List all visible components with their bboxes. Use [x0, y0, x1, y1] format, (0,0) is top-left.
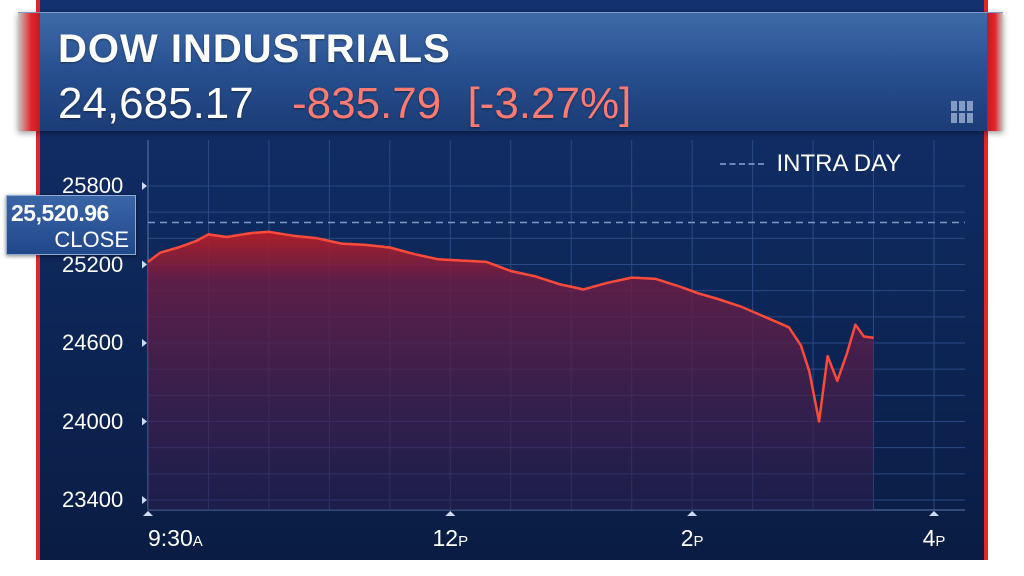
x-tick-suffix: P [935, 533, 946, 550]
y-tick-mark [142, 417, 147, 426]
x-tick-suffix: A [192, 533, 203, 550]
quote-line: 24,685.17 -835.79 [-3.27%] [58, 79, 631, 129]
x-tick-mark [929, 511, 939, 516]
x-tick-label: 12P [433, 525, 469, 552]
tick-marks [142, 182, 939, 516]
y-tick-mark [142, 260, 147, 269]
quote-header: DOW INDUSTRIALS 24,685.17 -835.79 [-3.27… [18, 12, 1003, 131]
legend-swatch [720, 163, 764, 165]
y-tick-label: 24600 [62, 330, 124, 355]
legend: INTRA DAY [720, 150, 901, 178]
x-tick-main: 12 [432, 525, 459, 551]
x-tick-label: 2P [681, 525, 704, 552]
legend-label: INTRA DAY [776, 150, 902, 177]
x-tick-suffix: P [693, 533, 704, 550]
x-tick-mark [445, 511, 456, 516]
intraday-area [148, 231, 874, 511]
y-tick-label: 25200 [62, 251, 124, 277]
intraday-line [147, 230, 874, 423]
close-value: 25,520.96 [11, 200, 109, 226]
header-accent-left [18, 13, 40, 131]
y-tick-label: 24000 [62, 408, 124, 434]
close-tag: 25,520.96 CLOSE [6, 195, 136, 255]
index-price: 24,685.17 [58, 79, 254, 128]
y-tick-label: 23400 [62, 487, 124, 512]
index-change: -835.79 [291, 79, 442, 128]
x-tick-suffix: P [458, 533, 469, 550]
header-accent-right [987, 13, 1003, 131]
y-tick-mark [142, 182, 147, 190]
y-tick-mark [142, 339, 147, 347]
x-tick-main: 4 [922, 525, 936, 551]
grid-logo-icon [951, 101, 973, 123]
x-tick-main: 9:30 [148, 525, 193, 551]
y-tick-label: 25800 [62, 173, 124, 198]
index-percent-change: [-3.27%] [467, 79, 632, 128]
index-title: DOW INDUSTRIALS [58, 27, 451, 71]
x-tick-mark [143, 511, 153, 516]
x-tick-label: 4P [923, 525, 946, 552]
x-tick-label: 9:30A [148, 525, 203, 552]
close-label: CLOSE [54, 227, 129, 252]
x-tick-main: 2 [680, 525, 694, 551]
x-tick-mark [687, 511, 698, 516]
y-tick-mark [142, 496, 147, 504]
